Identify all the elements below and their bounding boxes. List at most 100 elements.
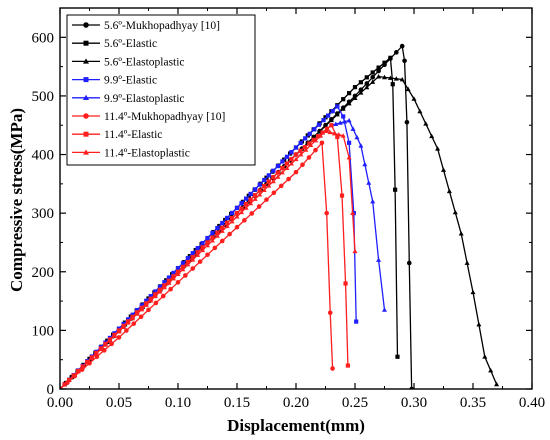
data-point — [341, 97, 346, 102]
data-point — [153, 300, 159, 306]
data-point — [293, 145, 299, 150]
data-point — [446, 188, 452, 194]
data-point — [307, 141, 312, 146]
data-point — [138, 314, 144, 320]
data-point — [266, 173, 271, 178]
data-point — [376, 68, 381, 74]
data-point — [293, 156, 299, 162]
y-tick-label: 500 — [32, 89, 55, 105]
data-point — [190, 251, 195, 256]
axis-ticks: 0.00 0.05 0.10 0.15 0.20 0.25 0.30 0.35 0.40 0 100… — [32, 8, 545, 411]
data-point — [321, 118, 326, 123]
data-point — [242, 218, 247, 223]
data-point — [219, 228, 225, 233]
data-point — [225, 220, 230, 226]
data-point — [243, 205, 249, 210]
data-point — [316, 122, 322, 127]
legend-label: 11.4º-Elastoplastic — [104, 147, 190, 159]
data-point — [71, 373, 77, 378]
data-point — [381, 74, 388, 80]
data-point — [279, 169, 285, 175]
data-point — [352, 85, 358, 90]
legend-label: 11.4º-Mukhopadhyay [10] — [104, 111, 225, 123]
data-point — [399, 43, 405, 49]
data-point — [340, 106, 346, 111]
data-point — [215, 225, 220, 231]
series-7 — [60, 128, 358, 389]
data-point — [249, 211, 255, 216]
data-point — [346, 118, 352, 123]
data-point — [253, 187, 258, 192]
data-point — [243, 196, 249, 201]
data-point — [324, 126, 330, 131]
data-point — [388, 55, 393, 60]
data-point — [200, 247, 206, 253]
data-point — [116, 335, 122, 340]
data-point — [152, 293, 158, 299]
data-point — [387, 75, 393, 80]
data-point — [229, 218, 235, 224]
data-point — [330, 366, 335, 371]
data-point — [183, 273, 188, 278]
data-point — [470, 289, 476, 295]
data-point — [209, 238, 215, 243]
data-point — [200, 240, 205, 246]
data-point — [358, 143, 364, 148]
data-point — [229, 215, 235, 221]
data-point — [157, 289, 163, 294]
data-point — [84, 359, 90, 365]
data-point — [270, 178, 276, 184]
data-point — [124, 328, 129, 333]
data-point — [347, 140, 352, 145]
data-point — [308, 142, 314, 148]
data-point — [330, 108, 335, 114]
data-point — [215, 230, 220, 235]
data-point — [303, 136, 308, 141]
legend-label: 5.6º-Elastoplastic — [104, 56, 185, 68]
data-point — [328, 117, 334, 123]
data-point — [253, 193, 258, 198]
data-point — [354, 319, 359, 324]
data-point — [185, 256, 190, 261]
data-point — [324, 210, 329, 216]
legend-label: 9.9º-Elastic — [104, 75, 157, 87]
data-point — [393, 50, 399, 55]
data-point — [370, 70, 375, 75]
data-point — [366, 180, 372, 185]
data-point — [185, 259, 190, 265]
x-tick-label: 0.35 — [460, 395, 486, 411]
data-point — [257, 188, 262, 193]
data-point — [327, 129, 333, 135]
data-point — [214, 233, 220, 238]
legend-marker — [83, 131, 89, 137]
data-point — [157, 284, 162, 289]
data-point — [284, 161, 290, 166]
data-point — [381, 307, 388, 312]
data-point — [248, 191, 253, 197]
data-point — [239, 209, 245, 215]
data-point — [345, 363, 351, 368]
legend-label: 9.9º-Elastoplastic — [104, 93, 185, 105]
data-point — [94, 354, 100, 360]
data-point — [275, 163, 280, 169]
data-point — [288, 161, 294, 166]
data-point — [362, 161, 368, 167]
y-axis-title: Compressive stress(MPa) — [7, 108, 26, 292]
data-point — [364, 81, 370, 86]
data-point — [111, 333, 117, 338]
x-tick-label: 0.05 — [106, 395, 132, 411]
data-point — [329, 123, 334, 128]
data-point — [395, 354, 400, 359]
data-point — [166, 275, 172, 280]
data-point — [293, 152, 299, 157]
data-point — [271, 168, 276, 173]
data-point — [393, 76, 399, 81]
data-point — [435, 146, 441, 151]
x-tick-label: 0.20 — [283, 395, 309, 411]
data-point — [134, 311, 140, 316]
data-point — [289, 156, 294, 162]
data-point — [153, 289, 158, 294]
data-point — [234, 205, 240, 210]
x-tick-label: 0.30 — [401, 395, 427, 411]
data-point — [190, 257, 196, 262]
